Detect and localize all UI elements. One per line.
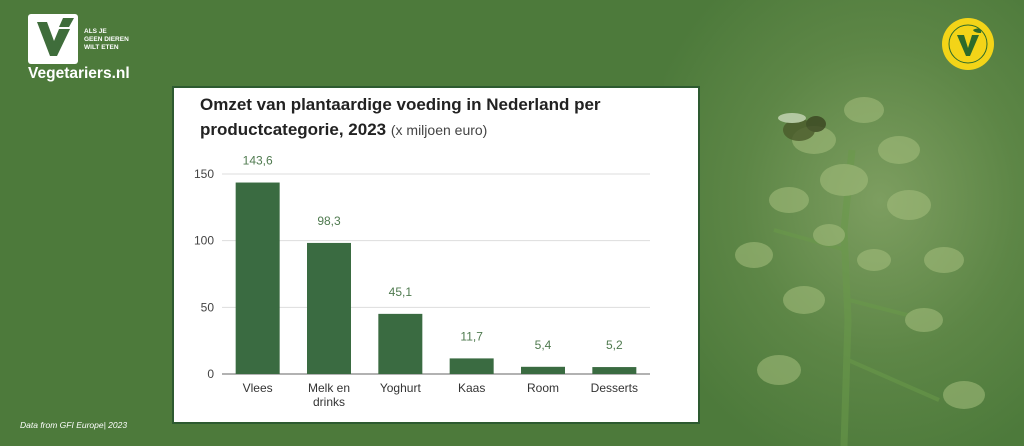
data-label: 5,4 [535, 338, 552, 352]
data-label: 5,2 [606, 338, 623, 352]
tagline-line-1: ALS JE [84, 28, 107, 35]
bar-melk-en-drinks [307, 242, 351, 374]
x-tick-label: Yoghurt [380, 381, 422, 395]
x-tick-label: Melk en [308, 381, 350, 395]
brand-name: Vegetariers.nl [28, 65, 130, 82]
x-tick-label: Room [527, 381, 559, 395]
data-label: 143,6 [243, 154, 273, 168]
logo-tagline: ALS JE GEEN DIEREN WILT ETEN [84, 28, 174, 52]
tagline-line-2: GEEN DIEREN [84, 36, 129, 43]
chart-title: Omzet van plantaardige voeding in Nederl… [200, 92, 680, 143]
x-tick-label: Kaas [458, 381, 485, 395]
tagline-line-3: WILT ETEN [84, 44, 119, 51]
source-note: Data from GFI Europe| 2023 [20, 420, 128, 430]
v-label-badge-icon [942, 18, 994, 70]
bar-vlees [235, 182, 280, 374]
data-label: 98,3 [317, 214, 341, 228]
logo-mark [28, 14, 78, 64]
flower-photo [735, 97, 985, 446]
x-tick-label: Desserts [591, 381, 638, 395]
y-tick-label: 150 [194, 167, 214, 181]
x-tick-label: drinks [313, 395, 345, 409]
x-tick-label: Vlees [243, 381, 273, 395]
bar-room [521, 366, 565, 374]
bar-yoghurt [378, 313, 423, 374]
y-tick-label: 50 [201, 300, 215, 314]
chart-subtitle: (x miljoen euro) [390, 122, 488, 138]
bar-desserts [592, 367, 637, 374]
bar-kaas [449, 358, 494, 374]
chart-card: Omzet van plantaardige voeding in Nederl… [172, 86, 700, 424]
data-label: 45,1 [389, 285, 413, 299]
y-tick-label: 0 [207, 367, 214, 381]
bee-icon [778, 113, 826, 141]
chart-title-main: Omzet van plantaardige voeding in Nederl… [200, 95, 601, 139]
y-tick-label: 100 [194, 234, 214, 248]
data-label: 11,7 [460, 329, 483, 343]
